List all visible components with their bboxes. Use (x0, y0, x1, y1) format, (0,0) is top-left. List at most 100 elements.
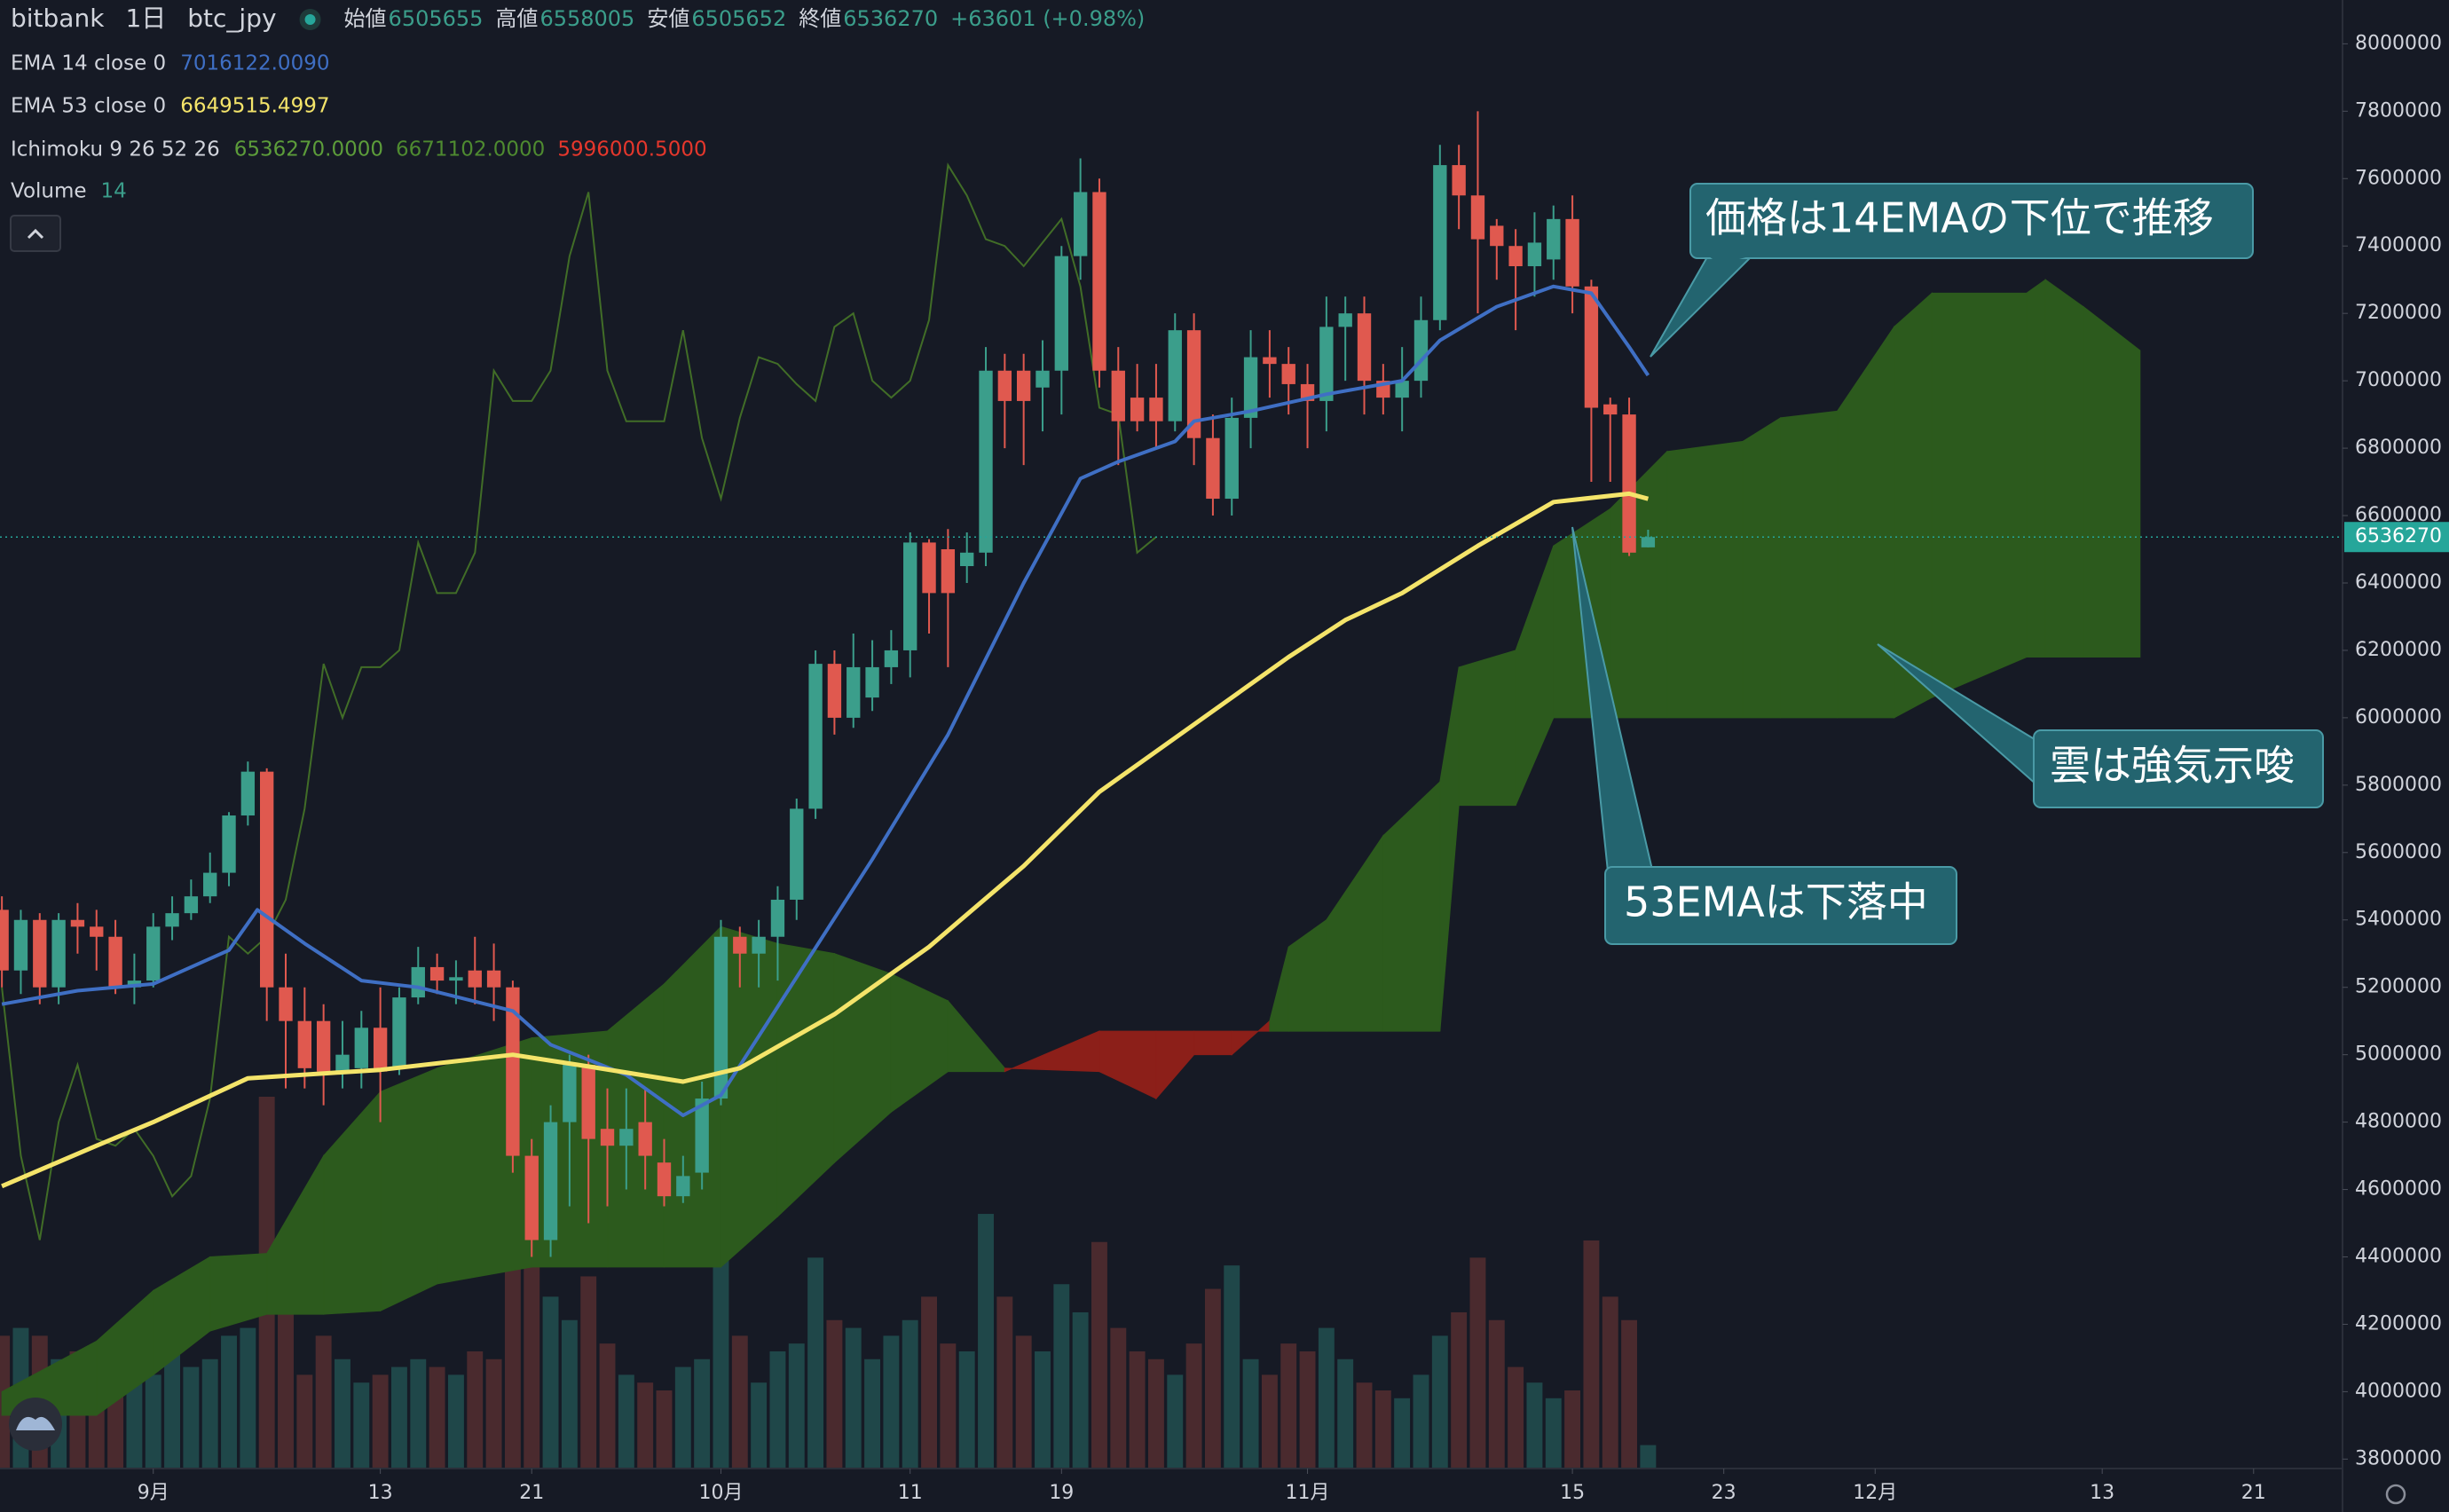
collapse-button[interactable] (10, 215, 61, 252)
status-dot-core (304, 14, 316, 25)
candle-body (90, 926, 104, 937)
callout-text: 53EMAは下落中 (1624, 878, 1928, 926)
candle-body (411, 966, 425, 998)
legend-value: 7016122.0090 (180, 52, 329, 75)
volume-bar (504, 1253, 521, 1469)
legend-value: 14 (101, 180, 127, 203)
volume-bar (1451, 1311, 1468, 1469)
y-tick-label: 5800000 (2355, 774, 2442, 796)
y-tick-label: 6800000 (2355, 437, 2442, 459)
last-price-label: 6536270 (2355, 525, 2442, 547)
volume-bar (315, 1335, 332, 1469)
callout-text: 雲は強気示唆 (2050, 742, 2295, 790)
candle-body (733, 936, 747, 954)
volume-bar (1299, 1351, 1316, 1469)
cloud-segment (1458, 650, 1516, 807)
volume-bar (826, 1319, 843, 1469)
volume-bar (1431, 1335, 1448, 1469)
callout-box (1689, 183, 2254, 259)
candle-body (695, 1099, 709, 1173)
cloud-segment (1193, 1030, 1232, 1056)
volume-bar (353, 1382, 370, 1469)
volume-bar (902, 1319, 918, 1469)
candle-body (203, 872, 217, 897)
candle-body (1186, 330, 1201, 438)
candle-body (486, 970, 501, 988)
callout-box (2033, 729, 2324, 808)
candle-body (1130, 398, 1145, 421)
candle-body (676, 1176, 690, 1197)
x-tick-label: 10月 (698, 1482, 743, 1504)
legend-value: 6536270.0000 (234, 138, 383, 161)
y-tick-label: 4800000 (2355, 1111, 2442, 1133)
legend-name: EMA 14 close 0 (11, 52, 166, 75)
y-tick-label: 3800000 (2355, 1447, 2442, 1469)
y-tick-label: 4400000 (2355, 1246, 2442, 1268)
ohlc-name: 高値 (495, 6, 538, 31)
volume-bar (1242, 1358, 1259, 1469)
gear[interactable] (2385, 1484, 2406, 1505)
interval: 1日 (125, 4, 166, 33)
volume-bar (390, 1366, 407, 1469)
candle-body (1413, 319, 1429, 382)
volume-bar (1621, 1319, 1638, 1469)
settings-icon[interactable] (2385, 1484, 2406, 1505)
candle-body (1357, 313, 1372, 382)
cloud-segment (1742, 417, 1782, 719)
ohlc-name: 始値 (344, 6, 387, 31)
x-tick-label: 15 (1560, 1482, 1585, 1504)
candle-body (449, 977, 463, 981)
volume-bar (751, 1382, 768, 1469)
candle-body (1224, 417, 1239, 500)
volume-bar (713, 1257, 729, 1469)
volume-bar (864, 1358, 881, 1469)
x-tick-label: 21 (2241, 1482, 2266, 1504)
collapse-chevron[interactable] (27, 228, 44, 240)
cloud-segment (1894, 292, 1933, 719)
volume-bar (1280, 1343, 1297, 1469)
candle-body (1603, 404, 1618, 415)
exchange: bitbank (11, 4, 105, 33)
volume-bar (1147, 1358, 1164, 1469)
candle-body (1206, 437, 1220, 500)
candle-body (1054, 256, 1068, 371)
volume-bar (1508, 1366, 1524, 1469)
y-tick-label: 7400000 (2355, 234, 2442, 256)
volume-bar (1394, 1398, 1411, 1469)
collapse-box[interactable] (10, 215, 61, 252)
volume-bar (372, 1374, 389, 1469)
candle-body (619, 1129, 634, 1146)
candle-body (1527, 242, 1542, 267)
volume-bar (485, 1358, 502, 1469)
x-tick-label: 9月 (138, 1482, 169, 1504)
volume-bar (1469, 1257, 1486, 1469)
candle-body (260, 771, 274, 988)
volume-bar (807, 1257, 824, 1469)
volume-bar (674, 1366, 691, 1469)
y-tick-label: 7000000 (2355, 369, 2442, 391)
candle-body (997, 370, 1012, 401)
candle-body (70, 919, 85, 927)
x-tick-label: 11月 (1286, 1482, 1330, 1504)
candle-body (1036, 370, 1050, 388)
candle-body (563, 1065, 577, 1122)
volume-bar (1072, 1311, 1089, 1469)
candle-body (1508, 246, 1523, 267)
cloud-segment (2026, 279, 2046, 658)
legend-value: 6649515.4997 (180, 95, 329, 118)
cloud-segment (1931, 292, 2028, 698)
y-tick-label: 5000000 (2355, 1043, 2442, 1066)
candle-body (146, 926, 161, 981)
candle-body (865, 666, 879, 698)
volume-bar (1035, 1351, 1051, 1469)
x-tick-label: 21 (519, 1482, 544, 1504)
candle-body (1263, 357, 1277, 365)
volume-bar (940, 1343, 957, 1469)
candle-body (543, 1122, 558, 1240)
legend-name: EMA 53 close 0 (11, 95, 166, 118)
volume-bar (1015, 1335, 1032, 1469)
x-tick-label: 19 (1049, 1482, 1074, 1504)
volume-bar (1204, 1288, 1221, 1469)
y-tick-label: 4000000 (2355, 1380, 2442, 1402)
candle-body (1281, 364, 1295, 384)
